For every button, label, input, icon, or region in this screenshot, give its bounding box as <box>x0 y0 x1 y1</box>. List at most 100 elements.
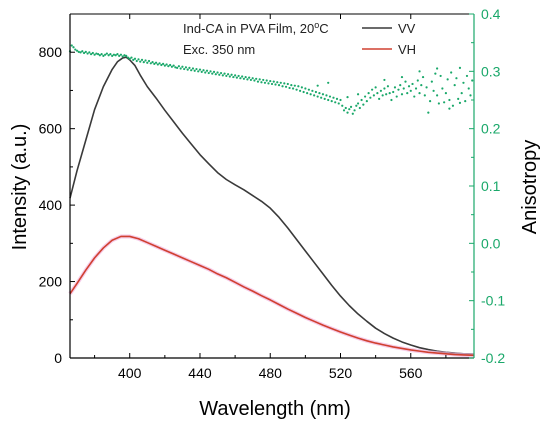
anisotropy-point <box>263 81 267 84</box>
anisotropy-point <box>170 65 173 68</box>
anisotropy-point <box>135 59 138 63</box>
anisotropy-point <box>267 82 270 85</box>
series-vh-line <box>69 235 475 357</box>
anisotropy-point <box>399 83 402 87</box>
anisotropy-point <box>356 102 360 105</box>
series-vv-line <box>69 56 475 355</box>
anisotropy-point <box>74 48 77 51</box>
anisotropy-point <box>260 81 263 84</box>
anisotropy-point <box>162 62 165 65</box>
anisotropy-point <box>436 94 439 97</box>
anisotropy-point <box>118 54 121 57</box>
x-tick-label: 440 <box>188 365 212 381</box>
anisotropy-point <box>276 81 279 84</box>
anisotropy-point <box>144 59 147 62</box>
anisotropy-point <box>334 101 337 104</box>
anisotropy-point <box>318 92 321 95</box>
anisotropy-point <box>102 54 105 57</box>
anisotropy-point <box>448 98 451 102</box>
anisotropy-point <box>75 49 79 52</box>
anisotropy-point <box>448 107 451 110</box>
anisotropy-point <box>446 78 449 81</box>
anisotropy-point <box>327 81 330 84</box>
y-tick-label-right: 0.0 <box>481 235 501 251</box>
anisotropy-point <box>107 54 110 57</box>
anisotropy-point <box>125 54 128 57</box>
anisotropy-point <box>471 79 474 82</box>
anisotropy-point <box>316 84 319 87</box>
anisotropy-point <box>304 87 307 90</box>
anisotropy-point <box>112 53 116 56</box>
anisotropy-point <box>358 106 361 110</box>
anisotropy-point <box>451 104 455 107</box>
anisotropy-point <box>121 55 124 58</box>
anisotropy-point <box>330 100 333 103</box>
anisotropy-point <box>154 61 158 64</box>
anisotropy-point <box>207 71 210 75</box>
anisotropy-point <box>369 96 372 99</box>
x-tick-label: 480 <box>259 365 283 381</box>
anisotropy-point <box>163 64 166 67</box>
anisotropy-point <box>427 111 430 114</box>
anisotropy-point <box>214 73 217 76</box>
anisotropy-point <box>130 56 133 59</box>
anisotropy-point <box>204 71 207 74</box>
y-tick-label-right: -0.2 <box>481 350 505 366</box>
anisotropy-point <box>372 94 375 97</box>
anisotropy-point <box>197 70 200 73</box>
anisotropy-point <box>251 77 254 80</box>
anisotropy-point <box>190 69 193 72</box>
anisotropy-point <box>390 98 393 102</box>
anisotropy-point <box>411 82 414 86</box>
anisotropy-point <box>353 109 356 112</box>
anisotropy-point <box>142 61 145 64</box>
anisotropy-point <box>283 82 286 85</box>
anisotropy-point <box>327 98 330 102</box>
anisotropy-point <box>464 100 467 103</box>
anisotropy-point <box>174 66 177 69</box>
anisotropy-point <box>313 94 316 97</box>
anisotropy-point <box>379 89 382 92</box>
anisotropy-point <box>443 101 446 104</box>
anisotropy-point <box>421 75 425 79</box>
anisotropy-point <box>332 96 335 99</box>
anisotropy-point <box>270 82 274 86</box>
anisotropy-point <box>262 78 265 82</box>
anisotropy-point <box>114 54 117 57</box>
anisotropy-point <box>146 61 149 64</box>
anisotropy-point <box>383 78 386 82</box>
anisotropy-point <box>82 51 86 55</box>
anisotropy-point <box>467 87 470 90</box>
anisotropy-point <box>186 68 189 71</box>
anisotropy-point <box>341 104 344 107</box>
anisotropy-point <box>256 80 260 83</box>
anisotropy-point <box>362 103 365 106</box>
anisotropy-point <box>169 63 172 67</box>
anisotropy-point <box>337 102 340 105</box>
anisotropy-point <box>93 53 96 56</box>
y-tick-label-left: 800 <box>39 44 63 60</box>
anisotropy-point <box>397 88 400 91</box>
anisotropy-point <box>425 86 428 89</box>
anisotropy-point <box>277 83 281 87</box>
anisotropy-point <box>299 89 302 92</box>
anisotropy-point <box>356 93 360 96</box>
legend-label-vh: VH <box>398 42 416 57</box>
anisotropy-point <box>165 63 168 66</box>
y-axis-title-right: Anisotropy <box>519 140 541 235</box>
anisotropy-point <box>89 53 93 56</box>
anisotropy-point <box>79 51 82 54</box>
anisotropy-point <box>378 97 381 100</box>
anisotropy-point <box>176 66 179 69</box>
anisotropy-point <box>172 64 175 67</box>
anisotropy-point <box>137 58 140 61</box>
anisotropy-point <box>386 85 390 88</box>
anisotropy-point <box>119 53 123 56</box>
anisotropy-point <box>290 83 293 87</box>
anisotropy-point <box>342 109 346 112</box>
anisotropy-point <box>306 92 309 95</box>
anisotropy-point <box>105 52 108 55</box>
anisotropy-point <box>365 100 368 103</box>
anisotropy-point <box>360 98 363 102</box>
